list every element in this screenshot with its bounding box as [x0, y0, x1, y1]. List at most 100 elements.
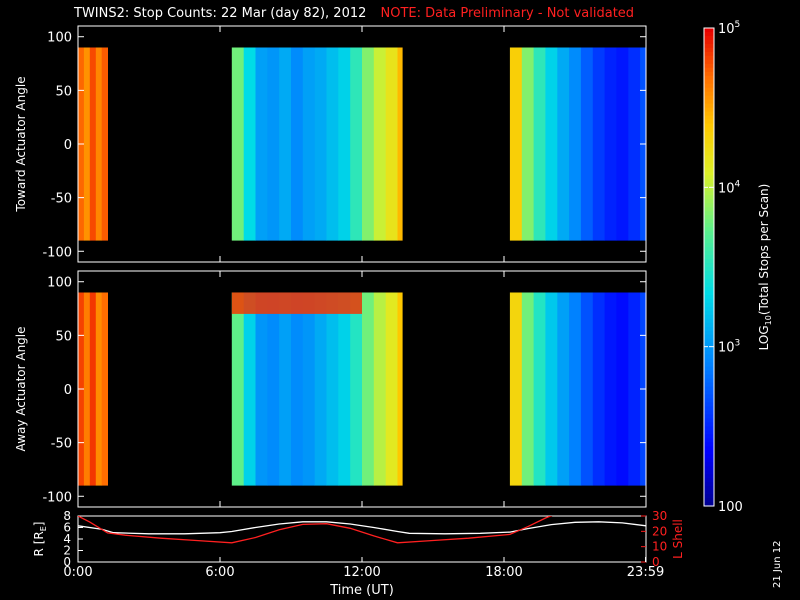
- colorbar-swatch: [704, 370, 714, 376]
- right-axis-label: L Shell: [671, 519, 685, 559]
- right-y-tick-label: 10: [652, 540, 667, 554]
- colorbar-swatch: [704, 267, 714, 272]
- heatmap-cell: [314, 292, 327, 486]
- heatmap-cell: [509, 47, 523, 241]
- heatmap-cell: [314, 47, 327, 241]
- x-tick-label: 23:59: [627, 565, 664, 580]
- colorbar-swatch: [704, 302, 714, 308]
- colorbar-swatch: [704, 322, 714, 328]
- heatmap-cell: [89, 47, 97, 241]
- colorbar-swatch: [704, 247, 714, 252]
- colorbar-swatch: [704, 83, 714, 89]
- colorbar-swatch: [704, 251, 714, 256]
- heatmap-cell: [362, 47, 375, 241]
- x-tick-label: 12:00: [343, 565, 380, 580]
- colorbar-tick-exponent: 5: [735, 20, 741, 30]
- colorbar-swatch: [704, 187, 714, 192]
- colorbar-swatch: [704, 191, 714, 196]
- y-tick-label: 0: [64, 383, 72, 398]
- colorbar-swatch: [704, 486, 714, 491]
- y-tick-label: 100: [47, 276, 72, 291]
- colorbar-swatch: [704, 227, 714, 232]
- heatmap-cell: [592, 292, 605, 486]
- heatmap-cell: [616, 47, 629, 241]
- y-tick-label: 100: [47, 31, 72, 46]
- colorbar-swatch: [704, 358, 714, 364]
- heatmap-cell: [385, 47, 398, 241]
- heatmap-cell: [279, 47, 292, 241]
- colorbar-swatch: [704, 28, 714, 33]
- heatmap-cell: [628, 292, 641, 486]
- colorbar-swatch: [704, 183, 714, 188]
- colorbar-swatch: [704, 446, 714, 451]
- colorbar-swatch: [704, 334, 714, 340]
- radius-line: [78, 521, 646, 535]
- left-y-tick-label: 8: [63, 509, 71, 523]
- colorbar-swatch: [704, 35, 714, 41]
- colorbar-swatch: [704, 259, 714, 264]
- heatmap-cell: [291, 47, 304, 241]
- colorbar-swatch: [704, 147, 714, 153]
- left-y-tick-label: 6: [63, 521, 71, 535]
- heatmap-cell: [545, 292, 558, 486]
- colorbar-swatch: [704, 119, 714, 125]
- heatmap-cell: [267, 292, 280, 486]
- colorbar-swatch: [704, 454, 714, 459]
- x-axis-label: Time (UT): [329, 583, 394, 598]
- colorbar-swatch: [704, 318, 714, 324]
- colorbar-swatch: [704, 490, 714, 495]
- left-axis-label-end: ]: [32, 522, 46, 527]
- colorbar-swatch: [704, 235, 714, 240]
- colorbar-swatch: [704, 67, 714, 73]
- colorbar-swatch: [704, 458, 714, 463]
- heatmap-cell: [101, 292, 108, 486]
- heatmap-cell: [83, 292, 91, 486]
- heatmap-cell: [397, 47, 403, 241]
- heatmap-cell: [302, 292, 315, 486]
- colorbar-swatch: [704, 378, 714, 384]
- heatmap-cell: [338, 292, 351, 486]
- heatmap-cell: [326, 292, 339, 486]
- heatmap-cell: [83, 47, 91, 241]
- colorbar-swatch: [704, 330, 714, 336]
- colorbar-swatch: [704, 131, 714, 137]
- colorbar-swatch: [704, 270, 714, 276]
- heatmap-cell: [243, 47, 256, 241]
- left-y-tick-label: 2: [63, 544, 71, 558]
- colorbar-swatch: [704, 342, 714, 348]
- heatmap-cell: [616, 292, 629, 486]
- colorbar-swatch: [704, 430, 714, 435]
- y-axis-label: Away Actuator Angle: [14, 326, 28, 451]
- heatmap-cell: [628, 47, 641, 241]
- high-count-band: [231, 292, 362, 314]
- heatmap-cell: [557, 47, 570, 241]
- colorbar-swatch: [704, 306, 714, 312]
- heatmap-cell: [604, 292, 617, 486]
- colorbar-swatch: [704, 255, 714, 260]
- colorbar-swatch: [704, 231, 714, 236]
- colorbar-swatch: [704, 398, 714, 404]
- colorbar-swatch: [704, 438, 714, 443]
- chart-title: TWINS2: Stop Counts: 22 Mar (day 82), 20…: [74, 6, 634, 21]
- colorbar-swatch: [704, 346, 714, 352]
- colorbar-swatch: [704, 390, 714, 396]
- colorbar-tick-mantissa: 10: [718, 341, 735, 356]
- colorbar-swatch: [704, 263, 714, 268]
- colorbar-swatch: [704, 314, 714, 320]
- heatmap-cell: [279, 292, 292, 486]
- colorbar-label-rest: (Total Stops per Scan): [757, 184, 771, 315]
- colorbar-swatch: [704, 207, 714, 212]
- colorbar-label-sub: 10: [764, 315, 773, 325]
- colorbar-swatch: [704, 410, 714, 415]
- colorbar-swatch: [704, 326, 714, 332]
- colorbar-swatch: [704, 298, 714, 304]
- y-tick-label: -50: [51, 437, 72, 452]
- heatmap-cell: [267, 47, 280, 241]
- colorbar-swatch: [704, 123, 714, 129]
- colorbar-swatch: [704, 362, 714, 368]
- colorbar-swatch: [704, 71, 714, 77]
- colorbar-swatch: [704, 243, 714, 248]
- l-shell-line: [78, 516, 553, 544]
- colorbar-swatch: [704, 215, 714, 220]
